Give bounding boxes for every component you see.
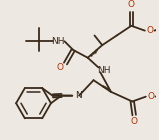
Text: O: O [146, 26, 153, 35]
Text: O: O [128, 0, 135, 9]
Text: NH: NH [51, 37, 64, 46]
Text: N: N [75, 91, 81, 100]
Text: O: O [56, 63, 63, 72]
Text: NH: NH [97, 66, 111, 75]
Text: O: O [131, 117, 138, 126]
Text: O: O [147, 92, 154, 101]
